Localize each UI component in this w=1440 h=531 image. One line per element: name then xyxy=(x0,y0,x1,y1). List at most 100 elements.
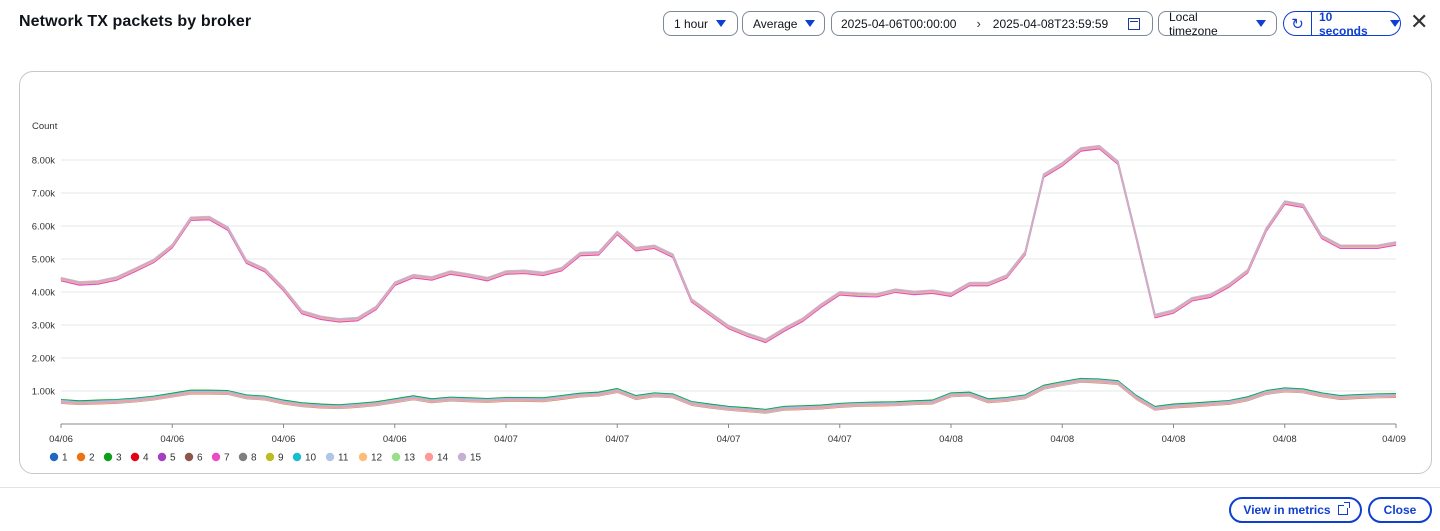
series-line-15-upper xyxy=(60,146,1397,342)
range-start: 2025-04-06T00:00:00 xyxy=(841,16,957,31)
legend-swatch xyxy=(325,452,335,462)
y-tick-label: 2.00k xyxy=(32,354,55,365)
legend-swatch xyxy=(130,452,140,462)
series-line-11-lower xyxy=(60,381,1397,414)
caret-down-icon xyxy=(716,20,727,27)
refresh-icon: ↻ xyxy=(1291,15,1304,33)
series-line-15-lower xyxy=(60,378,1397,412)
legend-label: 9 xyxy=(278,453,284,464)
legend-label: 8 xyxy=(251,453,257,464)
legend-swatch xyxy=(424,452,434,462)
legend-label: 15 xyxy=(470,453,482,464)
period-value: 1 hour xyxy=(674,16,709,31)
chevron-right-icon: › xyxy=(976,16,981,31)
legend-label: 5 xyxy=(170,453,176,464)
calendar-icon xyxy=(1128,17,1141,30)
x-tick-label: 04/06 xyxy=(160,434,184,445)
legend-label: 7 xyxy=(224,453,230,464)
y-tick-label: 4.00k xyxy=(32,288,55,299)
series-line-10-upper xyxy=(60,145,1397,341)
close-icon[interactable]: ✕ xyxy=(1410,9,1429,34)
caret-down-icon xyxy=(805,20,816,27)
legend-label: 11 xyxy=(338,453,349,464)
series-line-11-upper xyxy=(60,144,1397,340)
legend-label: 2 xyxy=(89,453,95,464)
series-line-9-upper xyxy=(60,146,1397,342)
series-line-2-upper xyxy=(60,146,1397,342)
legend-label: 14 xyxy=(437,453,449,464)
legend-label: 4 xyxy=(143,453,149,464)
legend-swatch xyxy=(184,452,194,462)
legend-swatch xyxy=(292,452,302,462)
close-button-label: Close xyxy=(1383,503,1417,517)
timezone-select[interactable]: Local timezone xyxy=(1158,9,1277,38)
legend-swatch xyxy=(238,452,248,462)
y-tick-label: 1.00k xyxy=(32,387,55,398)
statistic-value: Average xyxy=(753,16,798,31)
series-line-4-upper xyxy=(60,145,1397,341)
x-tick-label: 04/07 xyxy=(494,434,518,445)
legend-swatch xyxy=(103,452,113,462)
x-tick-label: 04/08 xyxy=(939,434,963,445)
legend-label: 13 xyxy=(404,453,416,464)
x-tick-label: 04/08 xyxy=(1162,434,1186,445)
modal-title: Network TX packets by broker xyxy=(19,13,252,30)
y-tick-label: 5.00k xyxy=(32,255,55,266)
x-tick-label: 04/07 xyxy=(828,434,852,445)
statistic-select[interactable]: Average xyxy=(742,11,825,36)
x-tick-label: 04/07 xyxy=(717,434,741,445)
refresh-interval-value: 10 seconds xyxy=(1319,11,1368,36)
refresh-interval-select[interactable]: 10 seconds xyxy=(1312,11,1400,36)
series-line-13-upper xyxy=(60,146,1397,342)
legend-swatch xyxy=(157,452,167,462)
y-axis-label: Count xyxy=(32,121,58,132)
date-range-picker[interactable]: 2025-04-06T00:00:00 › 2025-04-08T23:59:5… xyxy=(831,11,1153,36)
y-tick-label: 7.00k xyxy=(32,189,55,200)
series-line-1-upper xyxy=(60,146,1397,342)
close-button[interactable]: Close xyxy=(1368,497,1432,523)
legend-label: 6 xyxy=(197,453,203,464)
timezone-value: Local timezone xyxy=(1169,9,1218,38)
x-tick-label: 04/08 xyxy=(1050,434,1074,445)
view-in-metrics-button[interactable]: View in metrics xyxy=(1229,497,1362,523)
x-tick-label: 04/08 xyxy=(1273,434,1297,445)
legend-swatch xyxy=(457,452,467,462)
legend-label: 3 xyxy=(116,453,122,464)
legend-swatch xyxy=(49,452,59,462)
series-line-7-upper xyxy=(60,148,1397,344)
legend-label: 1 xyxy=(62,453,68,464)
external-link-icon xyxy=(1337,502,1350,515)
legend-swatch xyxy=(76,452,86,462)
period-select[interactable]: 1 hour xyxy=(663,11,738,36)
legend-label: 12 xyxy=(371,453,383,464)
footer-divider xyxy=(0,487,1440,488)
legend-swatch xyxy=(211,452,221,462)
view-in-metrics-label: View in metrics xyxy=(1243,503,1331,517)
series-line-14-lower xyxy=(60,380,1397,413)
x-tick-label: 04/06 xyxy=(272,434,296,445)
series-line-8-upper xyxy=(60,145,1397,341)
x-tick-label: 04/06 xyxy=(383,434,407,445)
refresh-control: ↻ 10 seconds xyxy=(1283,11,1401,36)
legend-swatch xyxy=(265,452,275,462)
y-tick-label: 6.00k xyxy=(32,222,55,233)
series-line-3-upper xyxy=(60,145,1397,341)
legend-swatch xyxy=(391,452,401,462)
caret-down-icon xyxy=(1390,20,1400,27)
range-end: 2025-04-08T23:59:59 xyxy=(992,16,1109,31)
x-tick-label: 04/09 xyxy=(1382,434,1406,445)
refresh-button[interactable]: ↻ xyxy=(1284,12,1312,35)
series-line-12-upper xyxy=(60,146,1397,342)
y-tick-label: 8.00k xyxy=(32,156,55,167)
legend-label: 10 xyxy=(305,453,317,464)
x-tick-label: 04/06 xyxy=(49,434,73,445)
series-line-14-upper xyxy=(60,145,1397,341)
series-line-3-lower xyxy=(60,377,1397,411)
series-line-6-upper xyxy=(60,145,1397,341)
y-tick-label: 3.00k xyxy=(32,321,55,332)
series-line-5-upper xyxy=(60,146,1397,342)
x-tick-label: 04/07 xyxy=(605,434,629,445)
legend-swatch xyxy=(358,452,368,462)
caret-down-icon xyxy=(1256,20,1266,27)
